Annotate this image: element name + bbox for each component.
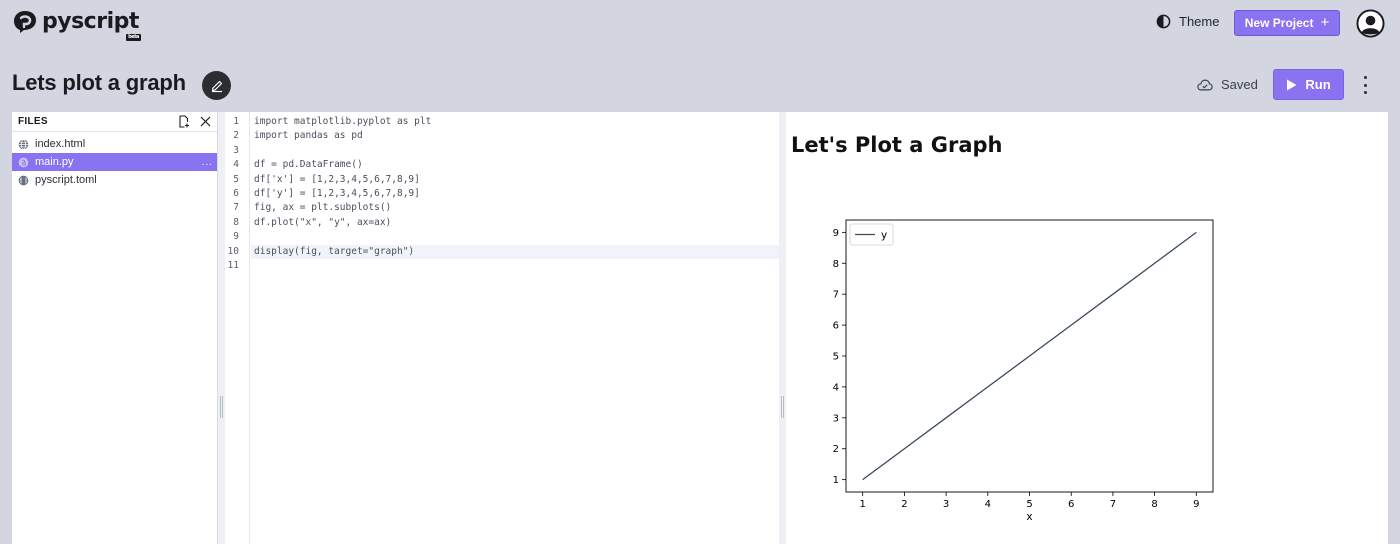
file-item-pyscript-toml[interactable]: pyscript.toml (12, 171, 217, 189)
code-line[interactable]: df['y'] = [1,2,3,4,5,6,7,8,9] (254, 187, 420, 199)
files-panel: FILES index.html mai (12, 112, 218, 544)
user-avatar-icon[interactable] (1356, 9, 1385, 38)
file-item-index-html[interactable]: index.html (12, 135, 217, 153)
code-line[interactable] (251, 230, 779, 244)
edit-title-button[interactable] (202, 71, 231, 100)
globe-icon (18, 138, 29, 150)
cloud-check-icon (1197, 79, 1213, 90)
code-line[interactable]: import matplotlib.pyplot as plt (254, 116, 432, 127)
y-tick-label: 1 (833, 475, 839, 486)
new-file-icon[interactable] (178, 115, 190, 128)
line-number: 1 (233, 116, 239, 127)
line-number: 2 (233, 130, 239, 142)
line-chart: 1 2 3 4 5 6 7 8 9 1 2 3 4 5 6 7 8 9 x y (833, 219, 1214, 523)
python-file-icon (18, 157, 29, 167)
top-bar: pyscript beta Theme New Project + (0, 0, 1400, 46)
play-icon (1287, 79, 1297, 90)
legend-label: y (881, 229, 887, 241)
line-number: 6 (233, 187, 239, 199)
logo-text: pyscript (42, 9, 139, 34)
y-tick-label: 8 (833, 259, 839, 270)
beta-badge: beta (126, 34, 141, 41)
code-editor[interactable]: 1 2 3 4 5 6 7 8 9 10 11 import matplotlib.pyplot a… (225, 112, 779, 544)
series-line-y (862, 231, 1197, 481)
files-editor-resize-handle[interactable] (218, 112, 225, 544)
file-name: main.py (35, 156, 74, 168)
file-name: index.html (35, 138, 86, 150)
code-line[interactable]: df = pd.DataFrame() (254, 159, 363, 171)
code-area[interactable]: import matplotlib.pyplot as plt import pa… (251, 115, 779, 273)
theme-label: Theme (1179, 14, 1220, 29)
saved-label: Saved (1221, 77, 1258, 92)
y-tick-label: 6 (833, 321, 839, 332)
x-tick-label: 5 (1026, 499, 1032, 510)
code-line[interactable]: df['x'] = [1,2,3,4,5,6,7,8,9] (254, 173, 420, 185)
x-tick-label: 6 (1068, 499, 1074, 510)
editor-output-resize-handle[interactable] (779, 112, 786, 544)
pencil-icon (211, 80, 222, 92)
line-number: 10 (227, 245, 239, 257)
output-heading: Let's Plot a Graph (791, 133, 1003, 157)
plus-icon: + (1320, 14, 1330, 31)
more-options-icon[interactable] (1362, 76, 1368, 94)
x-tick-label: 4 (985, 499, 991, 510)
line-numbers: 1 2 3 4 5 6 7 8 9 10 11 (225, 112, 250, 544)
new-project-label: New Project (1244, 16, 1314, 30)
run-button[interactable]: Run (1273, 69, 1344, 100)
line-number: 8 (233, 216, 239, 228)
code-line[interactable]: df.plot("x", "y", ax=ax) (254, 216, 392, 228)
line-number: 11 (227, 259, 239, 271)
code-line[interactable] (251, 259, 779, 273)
y-tick-label: 4 (833, 382, 839, 393)
files-header-label: FILES (18, 116, 48, 127)
x-tick-label: 3 (943, 499, 949, 510)
x-tick-label: 2 (901, 499, 907, 510)
config-file-icon (18, 175, 29, 185)
file-options-icon[interactable]: ... (201, 156, 213, 168)
y-tick-label: 2 (833, 444, 839, 455)
run-label: Run (1305, 77, 1331, 92)
saved-status: Saved (1197, 77, 1258, 92)
line-number: 9 (233, 231, 239, 243)
file-name: pyscript.toml (35, 174, 97, 186)
line-number: 5 (233, 173, 239, 185)
output-panel: Let's Plot a Graph 1 2 3 4 5 6 7 8 9 1 2 3 4 5 6 7 8 9 x y (786, 112, 1388, 544)
code-line[interactable]: display(fig, target="graph") (251, 244, 779, 259)
new-project-button[interactable]: New Project + (1234, 10, 1340, 36)
pyscript-logo[interactable]: pyscript beta (12, 9, 141, 41)
y-tick-label: 3 (833, 413, 839, 424)
x-tick-label: 7 (1110, 499, 1116, 510)
file-item-main-py[interactable]: main.py ... (12, 153, 217, 171)
pyscript-logo-icon (14, 11, 36, 33)
y-tick-label: 9 (833, 228, 839, 239)
code-line[interactable]: import pandas as pd (254, 130, 363, 142)
file-list: index.html main.py ... pyscript.toml (12, 132, 217, 189)
y-tick-label: 7 (833, 290, 839, 301)
files-header: FILES (12, 112, 217, 132)
x-tick-label: 9 (1193, 499, 1199, 510)
y-tick-label: 5 (833, 352, 839, 363)
line-number: 3 (233, 144, 239, 156)
project-title: Lets plot a graph (12, 70, 186, 95)
line-number: 4 (233, 159, 239, 171)
code-line[interactable]: fig, ax = plt.subplots() (254, 202, 392, 214)
x-axis-label: x (1026, 511, 1032, 523)
line-number: 7 (233, 202, 239, 214)
close-icon[interactable] (200, 116, 211, 127)
contrast-icon (1156, 14, 1171, 29)
code-line[interactable] (251, 144, 779, 158)
x-tick-label: 1 (859, 499, 865, 510)
theme-toggle-button[interactable]: Theme (1156, 14, 1219, 29)
x-tick-label: 8 (1151, 499, 1157, 510)
